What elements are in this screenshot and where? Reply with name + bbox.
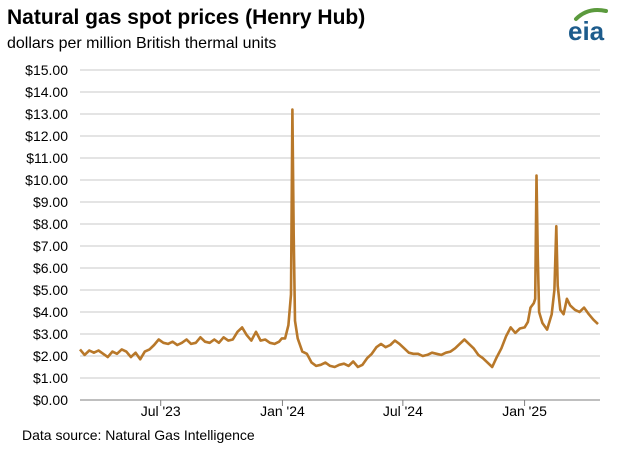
x-tick-label: Jan '24: [260, 403, 305, 419]
y-tick-label: $3.00: [33, 326, 68, 342]
y-tick-label: $12.00: [25, 128, 68, 144]
x-tick-label: Jul '23: [141, 403, 181, 419]
series-line-henry-hub: [79, 108, 599, 369]
chart-title: Natural gas spot prices (Henry Hub): [7, 6, 366, 29]
y-axis-ticks: $0.00 $1.00 $2.00 $3.00 $4.00 $5.00 $6.00 $7.00…: [25, 62, 68, 408]
logo-arc: [574, 8, 608, 21]
data-source-note: Data source: Natural Gas Intelligence: [22, 427, 255, 443]
y-tick-label: $15.00: [25, 62, 68, 78]
x-axis-ticks: Jul '23 Jan '24 Jul '24 Jan '25: [141, 400, 547, 419]
y-tick-label: $6.00: [33, 260, 68, 276]
y-tick-label: $10.00: [25, 172, 68, 188]
y-tick-label: $4.00: [33, 304, 68, 320]
x-tick-label: Jan '25: [502, 403, 547, 419]
y-tick-label: $11.00: [26, 150, 68, 166]
y-tick-label: $7.00: [33, 238, 68, 254]
grid-lines: [80, 69, 600, 379]
y-tick-label: $9.00: [33, 194, 68, 210]
y-tick-label: $5.00: [33, 282, 68, 298]
x-tick-label: Jul '24: [383, 403, 423, 419]
y-tick-label: $8.00: [33, 216, 68, 232]
chart-subtitle: dollars per million British thermal unit…: [7, 35, 277, 52]
y-tick-label: $13.00: [25, 106, 68, 122]
y-tick-label: $2.00: [33, 348, 68, 364]
y-tick-label: $0.00: [33, 392, 68, 408]
logo-text: eia: [568, 16, 605, 46]
eia-logo-icon: eia: [568, 8, 608, 46]
y-tick-label: $14.00: [25, 84, 68, 100]
y-tick-label: $1.00: [33, 370, 68, 386]
